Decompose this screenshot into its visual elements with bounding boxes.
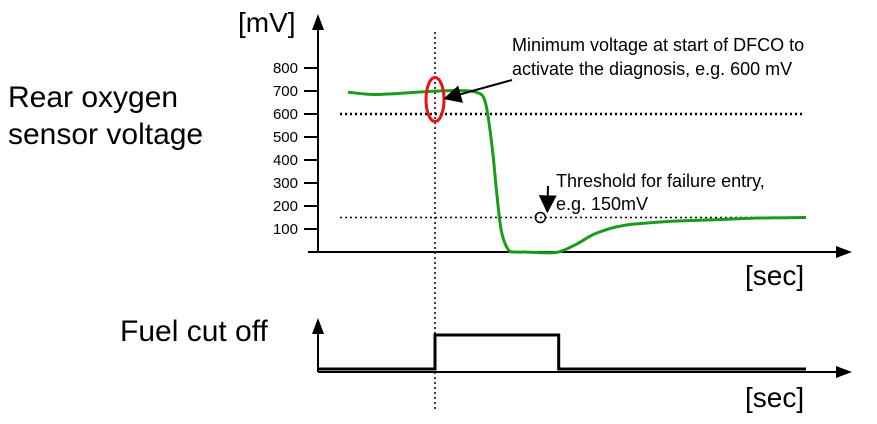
- annotation-dfco-line2: activate the diagnosis, e.g. 600 mV: [512, 59, 792, 79]
- x-axis-arrow-bottom: [836, 366, 852, 378]
- fuel-cut-series-line: [318, 333, 806, 371]
- fuel-cut-chart: Fuel cut off [sec]: [120, 315, 852, 413]
- y-tick-label: 800: [273, 60, 298, 77]
- x-axis-arrow: [836, 246, 852, 258]
- annotation-arrow-threshold: [538, 185, 557, 214]
- voltage-chart-title-line1: Rear oxygen: [8, 81, 178, 114]
- y-tick-label: 600: [273, 106, 298, 123]
- annotation-threshold-line1: Threshold for failure entry,: [556, 171, 765, 191]
- reference-lines: [340, 32, 802, 410]
- x-axis-label: [sec]: [745, 260, 804, 291]
- voltage-series-line: [347, 88, 807, 255]
- x-axis-label-bottom: [sec]: [745, 382, 804, 413]
- y-tick-label: 100: [273, 221, 298, 238]
- voltage-chart: Rear oxygen sensor voltage [mV] [sec] 10…: [8, 7, 852, 410]
- y-axis-label: [mV]: [238, 7, 296, 38]
- annotation-threshold-line2: e.g. 150mV: [556, 194, 648, 214]
- y-tick-label: 200: [273, 198, 298, 215]
- y-tick-label: 500: [273, 129, 298, 146]
- fuel-cut-chart-title: Fuel cut off: [120, 315, 269, 348]
- y-tick-label: 700: [273, 83, 298, 100]
- y-axis-arrow: [312, 14, 324, 30]
- y-ticks: 100 200 300 400 500 600 700 800: [273, 60, 318, 238]
- y-tick-label: 300: [273, 175, 298, 192]
- annotation-dfco-line1: Minimum voltage at start of DFCO to: [512, 35, 804, 55]
- y-axis-arrow-bottom: [312, 318, 324, 334]
- annotation-arrow-dfco: [443, 79, 513, 103]
- y-tick-label: 400: [273, 152, 298, 169]
- voltage-chart-title-line2: sensor voltage: [8, 118, 203, 151]
